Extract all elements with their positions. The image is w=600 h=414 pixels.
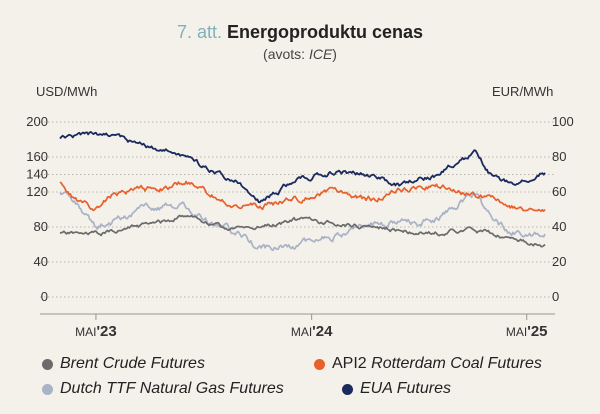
- legend-label-brent: Brent Crude Futures: [60, 355, 205, 372]
- y-right-unit-label: EUR/MWh: [492, 84, 554, 99]
- y-right-tick-label: 40: [552, 219, 566, 234]
- x-tick-label: MAI'25: [506, 323, 548, 340]
- x-tick-label: MAI'23: [75, 323, 117, 340]
- legend-swatch-ttf: [42, 383, 53, 395]
- legend-item-coal: API2 Rotterdam Coal Futures: [314, 355, 542, 373]
- y-left-tick-label: 120: [26, 184, 48, 199]
- chart-title: 7. att. Energoproduktu cenas: [0, 22, 600, 43]
- legend-item-brent: Brent Crude Futures: [42, 355, 205, 373]
- source-name: ICE: [308, 46, 333, 62]
- legend-item-ttf: Dutch TTF Natural Gas Futures: [42, 380, 284, 398]
- chart-subtitle: (avots: ICE): [0, 46, 600, 62]
- y-right-tick-label: 60: [552, 184, 566, 199]
- y-left-tick-label: 160: [26, 149, 48, 164]
- series-line-3: [59, 131, 546, 204]
- y-right-tick-label: 0: [552, 289, 559, 304]
- legend-item-eua: EUA Futures: [342, 380, 451, 398]
- y-left-tick-label: 40: [34, 254, 48, 269]
- series-line-1: [59, 180, 546, 213]
- y-right-tick-label: 80: [552, 149, 566, 164]
- legend-label-eua: EUA Futures: [360, 380, 451, 397]
- title-text: Energoproduktu cenas: [227, 22, 424, 42]
- legend-label-coal: API2 Rotterdam Coal Futures: [332, 355, 542, 372]
- y-right-tick-label: 100: [552, 114, 574, 129]
- legend-swatch-brent: [42, 358, 53, 370]
- x-tick-label: MAI'24: [291, 323, 333, 340]
- series-line-2: [59, 191, 546, 252]
- legend-swatch-eua: [342, 383, 353, 395]
- legend-swatch-coal: [314, 358, 325, 370]
- y-right-tick-label: 20: [552, 254, 566, 269]
- y-left-unit-label: USD/MWh: [36, 84, 98, 99]
- figure-number: 7. att.: [176, 22, 222, 42]
- y-left-tick-label: 0: [41, 289, 48, 304]
- y-left-tick-label: 200: [26, 114, 48, 129]
- y-left-tick-label: 140: [26, 167, 48, 182]
- series-line-0: [59, 214, 546, 248]
- source-prefix: (avots:: [263, 46, 309, 62]
- legend-label-ttf: Dutch TTF Natural Gas Futures: [60, 380, 284, 397]
- source-suffix: ): [332, 46, 337, 62]
- y-left-tick-label: 80: [34, 219, 48, 234]
